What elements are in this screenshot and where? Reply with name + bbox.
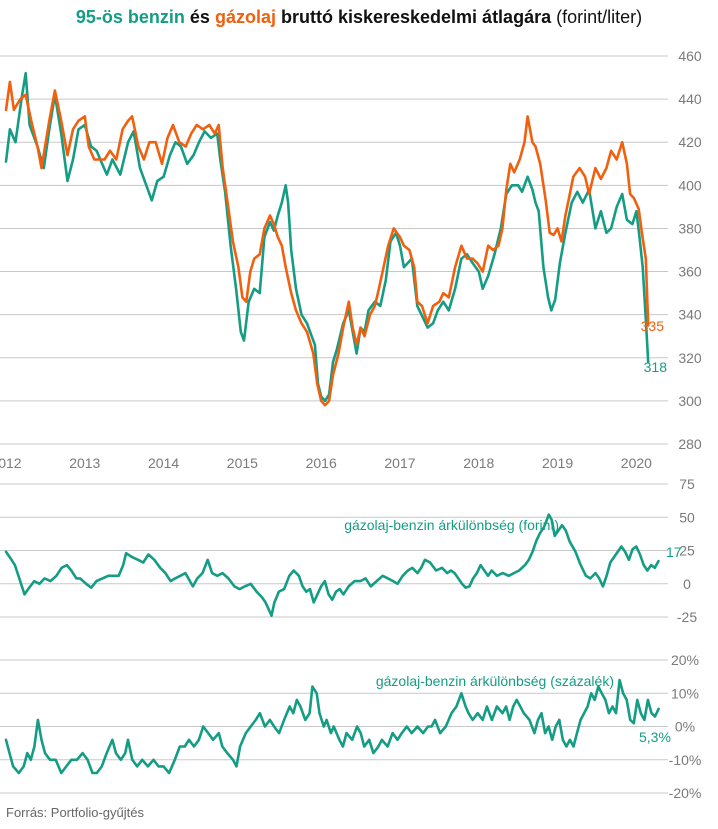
y-tick-label: 320 — [678, 350, 702, 366]
series-label-forint: gázolaj-benzin árkülönbség (forint) — [344, 517, 559, 533]
y-tick-label: 360 — [678, 264, 702, 280]
x-tick-label: 2020 — [621, 455, 652, 471]
y-tick-label: 340 — [678, 307, 702, 323]
y-tick-label: 75 — [679, 476, 695, 492]
y-tick-label: 400 — [678, 177, 702, 193]
y-tick-label: 10% — [671, 685, 699, 701]
title-petrol: 95-ös benzin — [75, 7, 185, 27]
y-tick-label: 0% — [675, 719, 695, 735]
series-line — [4, 678, 660, 775]
y-tick-label: 440 — [678, 91, 702, 107]
end-label-gazolaj: 335 — [641, 318, 665, 334]
y-tick-label: 0 — [683, 576, 691, 592]
title-rest: bruttó kiskereskedelmi átlagára — [275, 7, 557, 27]
series-label-percent: gázolaj-benzin árkülönbség (százalék) — [376, 673, 614, 689]
chart-title: 95-ös benzin és gázolaj bruttó kiskeresk… — [0, 7, 718, 28]
x-tick-label: 2012 — [0, 455, 22, 471]
y-tick-label: 25 — [679, 543, 695, 559]
end-label-forint: 17 — [666, 544, 682, 560]
series-line — [4, 513, 660, 617]
y-tick-label: 420 — [678, 134, 702, 150]
y-tick-label: 280 — [678, 436, 702, 452]
y-tick-label: 460 — [678, 48, 702, 64]
source-note: Forrás: Portfolio-gyűjtés — [6, 805, 144, 820]
y-tick-label: -10% — [669, 752, 702, 768]
y-tick-label: 20% — [671, 652, 699, 668]
x-tick-label: 2015 — [227, 455, 258, 471]
title-unit: (forint/liter) — [556, 7, 643, 27]
x-tick-label: 2016 — [306, 455, 337, 471]
y-tick-label: 300 — [678, 393, 702, 409]
x-tick-label: 2013 — [69, 455, 100, 471]
y-tick-label: 380 — [678, 220, 702, 236]
series-line — [4, 80, 650, 407]
series-line — [4, 71, 650, 403]
y-tick-label: -25 — [677, 609, 697, 625]
title-and: és — [184, 7, 215, 27]
x-tick-label: 2014 — [148, 455, 179, 471]
end-label-benzin: 318 — [644, 359, 668, 375]
x-tick-label: 2017 — [384, 455, 415, 471]
x-tick-label: 2019 — [542, 455, 573, 471]
y-tick-label: 50 — [679, 509, 695, 525]
end-label-percent: 5,3% — [639, 729, 671, 745]
x-tick-label: 2018 — [463, 455, 494, 471]
y-tick-label: -20% — [669, 785, 702, 801]
title-diesel: gázolaj — [214, 7, 276, 27]
